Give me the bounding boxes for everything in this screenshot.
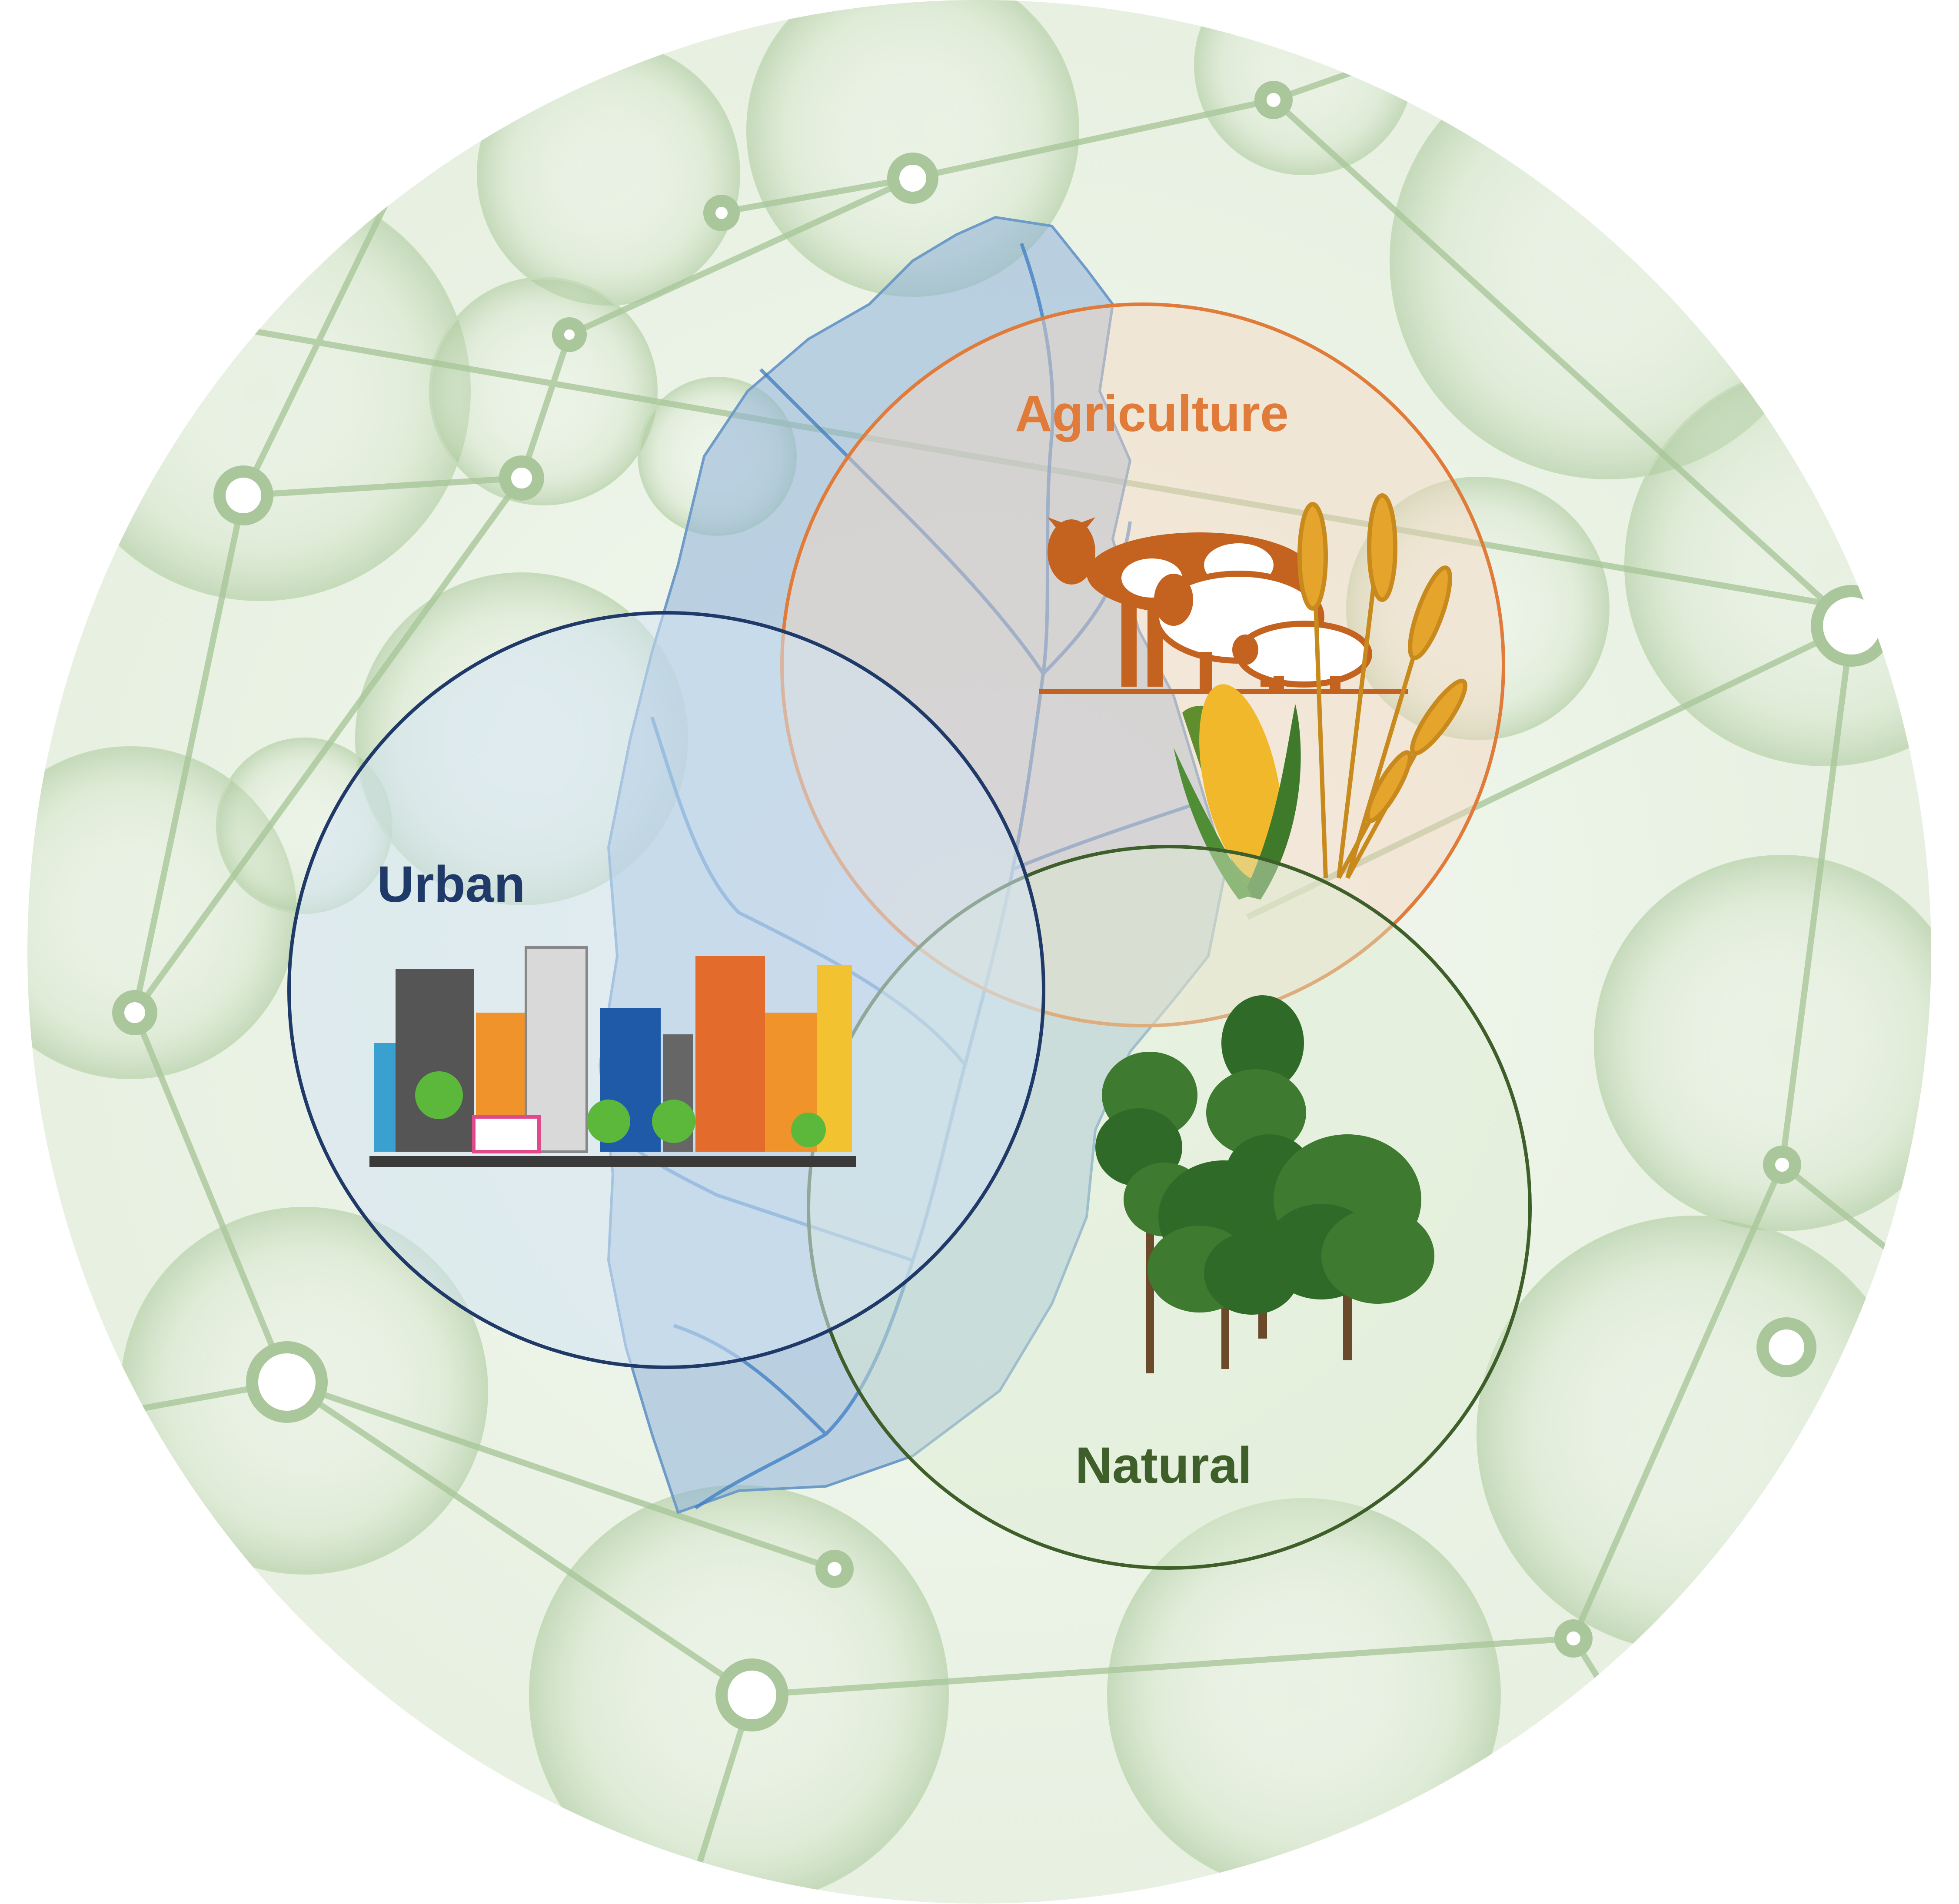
- network-nodes: [112, 81, 1892, 1731]
- pig-icon: [1232, 621, 1372, 689]
- tree-icon: [1147, 1160, 1300, 1369]
- urban-label: Urban: [377, 856, 526, 913]
- tree-icon: [1265, 1134, 1434, 1360]
- corn-icon: [1174, 684, 1301, 900]
- agriculture-label: Agriculture: [1015, 385, 1288, 442]
- trees-icon: [1095, 995, 1434, 1373]
- livestock-icon: [1039, 517, 1408, 694]
- wheat-icon: [1297, 493, 1467, 879]
- natural-label: Natural: [1075, 1437, 1252, 1494]
- network-links: [27, 40, 1931, 1904]
- city-skyline-icon: [369, 946, 856, 1167]
- urban-circle: Urban: [287, 611, 1045, 1369]
